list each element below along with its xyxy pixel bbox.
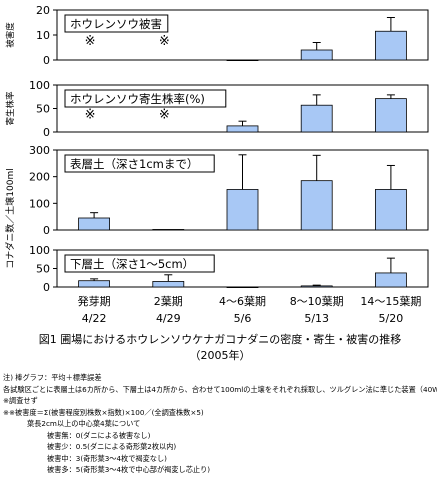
y-tick-label-parasitism: 0 — [43, 126, 50, 139]
figure-title: 図1 圃場におけるホウレンソウケナガコナダニの密度・寄生・被害の推移 — [38, 333, 402, 346]
x-tick-label-stage: 8～10葉期 — [290, 294, 344, 308]
x-tick-label-date: 4/29 — [156, 312, 181, 325]
note-line: ※調査せず — [3, 396, 38, 405]
panel-title-damage: ホウレンソウ被害 — [70, 17, 162, 31]
panel-title-box-damage — [64, 14, 169, 33]
bar-topsoil-2 — [226, 189, 259, 231]
x-tick-label-date: 4/22 — [82, 312, 107, 325]
not-surveyed-mark-damage-1: ※ — [159, 34, 170, 49]
bar-topsoil-3 — [300, 180, 333, 231]
note-line: 被害多：5(奇形葉3～4枚で中心部が褐変し芯止り) — [47, 465, 211, 474]
note-line: 各試験区ごとに表層土は6カ所から、下層土は4カ所から、合わせて100mlの土壌を… — [3, 384, 437, 394]
y-tick-label-subsoil: 50 — [36, 263, 50, 276]
bar-topsoil-4 — [374, 189, 407, 231]
note-line: 葉長2cm以上の中心葉4葉について — [27, 419, 141, 428]
bar-chart-figure: 0 10 20 ホウレンソウ被害 被害度 ※ ※ 0 50 100 ホウレンソウ寄生株率(%) 寄生株… — [4, 4, 429, 325]
x-tick-label-date: 5/6 — [234, 312, 252, 325]
bar-damage-3 — [300, 49, 333, 61]
panel-title-box-topsoil — [64, 154, 215, 173]
panel-title-box-subsoil — [64, 254, 215, 273]
bar-subsoil-2 — [226, 286, 259, 289]
bar-parasitism-4 — [374, 98, 407, 133]
bar-subsoil-3 — [300, 285, 333, 288]
y-tick-label-topsoil: 100 — [29, 197, 50, 210]
y-tick-label-subsoil: 100 — [29, 244, 50, 257]
panel-title-box-parasitism — [64, 89, 227, 108]
figure-notes: 注) 棒グラフ：平均＋標準誤差各試験区ごとに表層土は6カ所から、下層土は4カ所か… — [3, 372, 437, 476]
x-tick-label-date: 5/20 — [379, 312, 404, 325]
bar-topsoil-0 — [78, 217, 110, 231]
bar-damage-2 — [226, 59, 259, 62]
panel-title-parasitism: ホウレンソウ寄生株率(%) — [70, 92, 205, 106]
figure-subtitle: （2005年） — [189, 349, 251, 362]
not-surveyed-mark-parasitism-1: ※ — [159, 108, 170, 123]
bar-damage-4 — [374, 30, 407, 61]
y-tick-label-damage: 20 — [36, 4, 50, 17]
shared-y-axis-label: コナダニ数／土壌100ml — [4, 168, 16, 268]
bar-subsoil-0 — [78, 280, 110, 288]
y-tick-label-damage: 0 — [43, 54, 50, 67]
note-line: ※※被害度＝Σ(被害程度別株数×指数)×100／(全調査株数×5) — [3, 407, 204, 417]
panel-title-topsoil: 表層土（深さ1cmまで） — [70, 157, 198, 171]
bar-topsoil-1 — [152, 229, 185, 231]
note-line: 被害中：3(奇形葉3～4枚で褐変なし) — [47, 453, 167, 463]
y-axis-label-damage: 被害度 — [5, 22, 16, 48]
bar-subsoil-4 — [374, 272, 407, 288]
note-line: 被害無：0(ダニによる被害なし) — [47, 430, 151, 440]
x-tick-label-stage: 発芽期 — [78, 294, 111, 308]
y-tick-label-subsoil: 0 — [43, 281, 50, 294]
y-tick-label-topsoil: 300 — [29, 144, 50, 157]
bar-parasitism-2 — [226, 125, 259, 133]
x-tick-label-stage: 2葉期 — [154, 294, 183, 308]
x-tick-label-stage: 4～6葉期 — [219, 294, 266, 308]
x-tick-label-date: 5/13 — [304, 312, 329, 325]
note-line: 被害少：0.5(ダニによる奇形葉2枚以内) — [47, 442, 177, 451]
y-tick-label-topsoil: 0 — [43, 224, 50, 237]
y-tick-label-parasitism: 50 — [36, 103, 50, 116]
y-tick-label-topsoil: 200 — [29, 171, 50, 184]
note-line: 注) 棒グラフ：平均＋標準誤差 — [3, 373, 102, 382]
not-surveyed-mark-damage-0: ※ — [85, 34, 96, 49]
bar-parasitism-3 — [300, 104, 333, 133]
bar-subsoil-1 — [152, 281, 185, 288]
y-tick-label-damage: 10 — [36, 29, 50, 42]
panel-title-subsoil: 下層土（深さ1～5cm） — [70, 257, 194, 271]
y-axis-label-parasitism: 寄生株率 — [5, 91, 16, 126]
x-tick-label-stage: 14～15葉期 — [360, 294, 421, 308]
not-surveyed-mark-parasitism-0: ※ — [85, 108, 96, 123]
y-tick-label-parasitism: 100 — [29, 79, 50, 92]
